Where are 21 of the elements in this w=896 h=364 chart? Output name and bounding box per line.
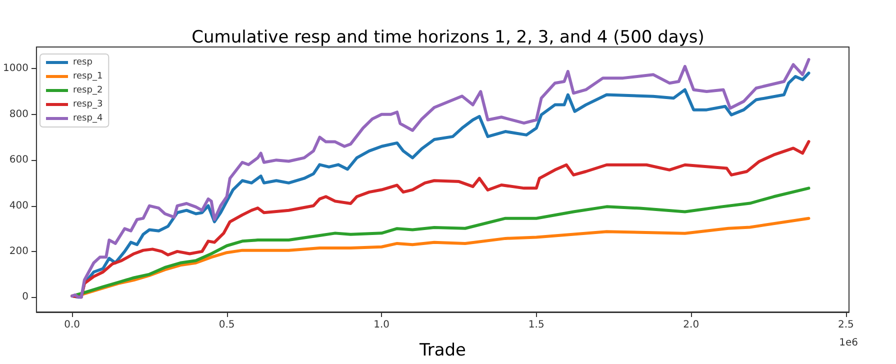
x-tick-label: 2.0 xyxy=(683,320,700,330)
x-tick-label: 0.5 xyxy=(218,320,235,330)
legend-label: resp_4 xyxy=(73,114,103,124)
y-tick-label: 800 xyxy=(9,108,28,120)
y-tick-label: 0 xyxy=(22,292,28,303)
y-tick-label: 600 xyxy=(9,154,28,166)
legend-label: resp xyxy=(73,58,93,68)
x-tick-label: 2.5 xyxy=(838,320,854,330)
x-tick-label: 1.5 xyxy=(528,320,544,330)
chart-title: Cumulative resp and time horizons 1, 2, 3, and 4 (500 days) xyxy=(192,28,704,48)
x-tick-label: 1.0 xyxy=(374,320,390,330)
x-tick-label: 0.0 xyxy=(64,320,80,330)
y-tick-label: 200 xyxy=(9,246,28,257)
x-axis-title: Trade xyxy=(418,340,466,360)
y-tick-label: 400 xyxy=(9,200,28,212)
legend-label: resp_3 xyxy=(73,100,103,110)
legend-label: resp_2 xyxy=(73,86,103,96)
y-tick-label: 1000 xyxy=(2,63,28,74)
legend-label: resp_1 xyxy=(73,72,103,82)
text: 1e6 xyxy=(839,338,858,348)
line-series xyxy=(70,140,810,299)
